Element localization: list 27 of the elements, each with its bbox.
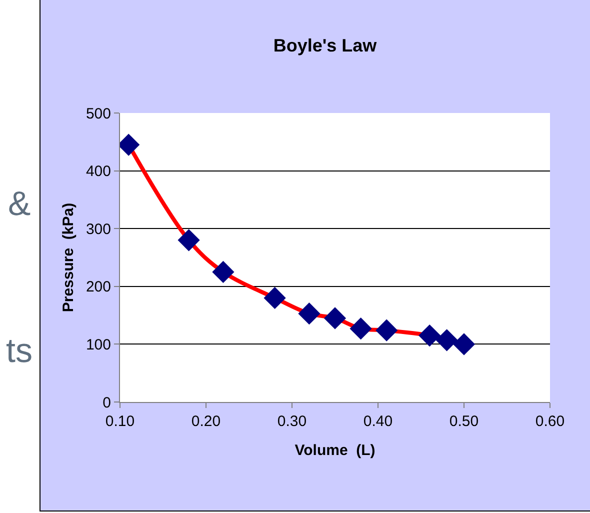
- text: ts: [6, 332, 32, 370]
- point: [350, 318, 372, 340]
- y-axis-title: Pressure (kPa): [60, 202, 78, 312]
- x-tick-label: 0.10: [105, 413, 135, 430]
- x-tick-label: 0.50: [449, 413, 479, 430]
- y-tick-label: 500: [86, 105, 111, 122]
- point: [298, 302, 320, 325]
- x-tick-label: 0.40: [363, 413, 393, 430]
- chart-title: Boyle's Law: [273, 35, 378, 56]
- point: [436, 329, 458, 352]
- x-tick-label: 0.30: [277, 413, 307, 430]
- point: [376, 319, 398, 342]
- point: [418, 324, 441, 347]
- x-axis-title: Volume (L): [294, 442, 376, 459]
- text: &: [8, 185, 31, 223]
- y-tick-label: 100: [86, 336, 111, 354]
- point: [212, 260, 234, 283]
- point: [324, 307, 346, 330]
- y-tick-label: 200: [86, 278, 111, 296]
- y-tick-label: 300: [86, 220, 111, 238]
- point: [264, 286, 286, 310]
- x-tick-label: 0.20: [191, 413, 221, 430]
- x-tick-label: 0.60: [535, 413, 565, 430]
- y-tick-label: 0: [102, 394, 111, 412]
- point: [178, 229, 200, 252]
- y-tick-label: 400: [86, 163, 111, 180]
- point: [452, 333, 476, 356]
